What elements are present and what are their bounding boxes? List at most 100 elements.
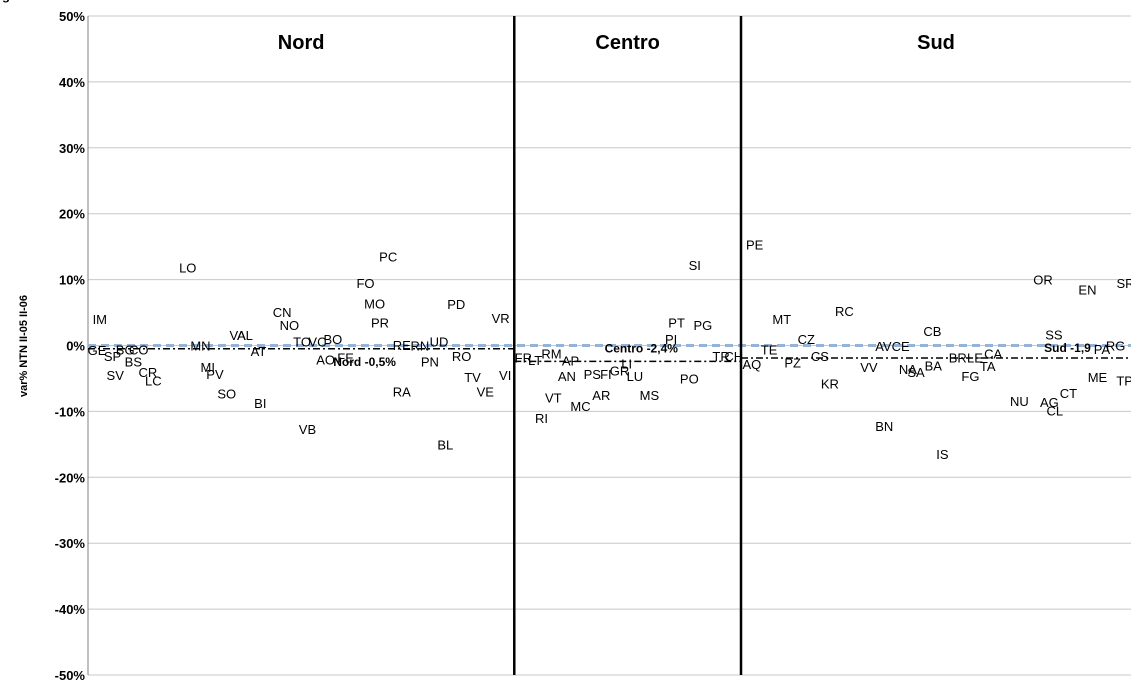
point-label: FI (600, 367, 612, 382)
region-average-label: Nord -0,5% (333, 355, 396, 369)
point-label: BA (925, 358, 943, 373)
point-label: VA (229, 328, 246, 343)
point-label: CT (1060, 386, 1077, 401)
point-label: BS (125, 354, 143, 369)
point-label: VB (299, 422, 316, 437)
point-label: PR (371, 315, 389, 330)
point-label: RE (393, 338, 411, 353)
point-label: MS (640, 388, 660, 403)
point-label: LU (627, 369, 644, 384)
point-label: BN (875, 419, 893, 434)
point-label: BI (254, 396, 266, 411)
point-label: BL (437, 437, 453, 452)
y-tick-label: -40% (55, 602, 86, 617)
point-label: CN (273, 305, 292, 320)
point-label: VV (860, 360, 878, 375)
point-label: TO (293, 335, 311, 350)
point-label: VR (492, 311, 510, 326)
point-label: EN (1078, 282, 1096, 297)
point-label: CZ (798, 332, 815, 347)
point-label: LI (621, 356, 632, 371)
point-label: AN (558, 369, 576, 384)
y-axis-tick-labels: 50% 40% 30% 20% 10% 0% -10% -20% -30% -40% -50% (55, 9, 86, 681)
point-label: LT (528, 353, 542, 368)
point-label: FO (356, 276, 374, 291)
point-label: RN (411, 339, 430, 354)
y-tick-label: 50% (59, 9, 85, 24)
point-label: BR (949, 350, 967, 365)
point-label: PI (665, 332, 677, 347)
y-tick-label: -20% (55, 470, 86, 485)
point-label: NO (280, 318, 300, 333)
point-label: SO (217, 387, 236, 402)
point-label: KR (821, 377, 839, 392)
point-label: GR (610, 364, 630, 379)
point-label: AP (562, 354, 579, 369)
point-label: AL (237, 328, 253, 343)
point-label: FE (337, 350, 354, 365)
point-label: PT (668, 315, 685, 330)
region-dividers (513, 16, 743, 675)
reference-lines (88, 344, 1131, 363)
y-tick-label: 10% (59, 273, 85, 288)
point-label: RA (393, 385, 411, 400)
point-label: ME (1088, 370, 1108, 385)
point-label: PO (680, 371, 699, 386)
point-label: RO (452, 349, 472, 364)
point-label: PE (746, 238, 764, 253)
y-tick-label: 40% (59, 75, 85, 90)
point-label: TA (980, 359, 996, 374)
point-label: FR (515, 350, 532, 365)
point-label: CH (724, 349, 743, 364)
region-average-label: Sud -1,9 (1044, 341, 1091, 355)
y-tick-label: -10% (55, 404, 86, 419)
region-average-label: Centro -2,4% (605, 341, 679, 355)
point-label: PC (379, 250, 397, 265)
point-label: RG (1106, 339, 1126, 354)
y-tick-label: 20% (59, 207, 85, 222)
point-label: TV (464, 370, 481, 385)
point-label: CA (984, 346, 1002, 361)
point-label: CO (129, 342, 149, 357)
region-label: Nord (278, 32, 325, 54)
point-label: PG (694, 318, 713, 333)
point-label: MT (772, 312, 791, 327)
point-label: CB (923, 324, 941, 339)
point-label: BG (116, 342, 135, 357)
point-label: VE (477, 385, 495, 400)
point-label: LC (145, 373, 162, 388)
point-label: RI (535, 411, 548, 426)
point-label: MO (364, 296, 385, 311)
point-label: TR (712, 349, 729, 364)
region-label: Centro (595, 32, 659, 54)
average-labels: Nord -0,5% Centro -2,4% Sud -1,9 (333, 341, 1091, 369)
y-tick-label: 30% (59, 141, 85, 156)
point-label: CS (811, 349, 829, 364)
point-label: AV (875, 339, 892, 354)
point-label: PV (206, 367, 224, 382)
point-label: TE (761, 342, 778, 357)
point-label: NA (899, 362, 917, 377)
point-label: NU (1010, 394, 1029, 409)
point-label: IS (936, 447, 949, 462)
point-label: AQ (742, 357, 761, 372)
y-tick-label: 0% (66, 339, 85, 354)
y-axis-label: var% NTN II-05 II-06 (18, 295, 30, 397)
point-label: FG (961, 369, 979, 384)
region-labels: Nord Centro Sud (278, 32, 955, 54)
point-label: IM (93, 312, 107, 327)
point-label: AO (316, 352, 335, 367)
point-label: TP (1116, 373, 1131, 388)
point-label: PD (447, 297, 465, 312)
point-label: SP (104, 349, 121, 364)
point-label: RM (541, 346, 561, 361)
region-label: Sud (917, 32, 955, 54)
point-label: PA (1094, 342, 1111, 357)
y-tick-label: -30% (55, 536, 86, 551)
point-label: AG (1040, 395, 1059, 410)
point-label: VT (545, 391, 562, 406)
point-label: VI (499, 368, 511, 383)
point-label: BO (323, 332, 342, 347)
point-label: SS (1045, 327, 1063, 342)
